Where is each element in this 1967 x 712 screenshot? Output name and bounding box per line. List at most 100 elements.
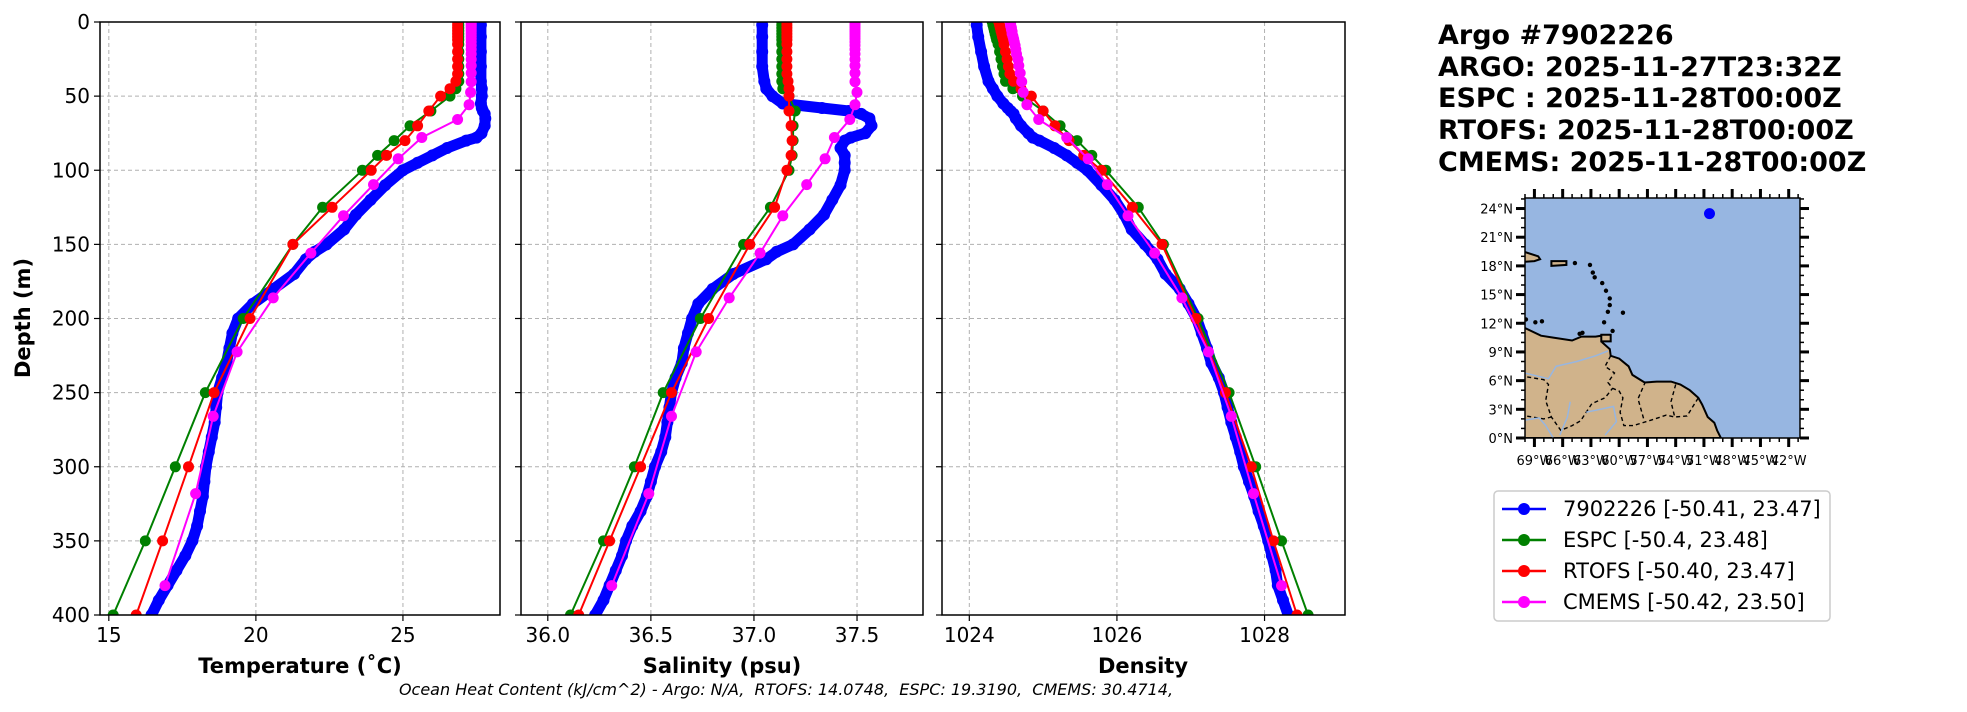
data-point-argo xyxy=(474,22,487,31)
data-point-espc xyxy=(1276,535,1287,547)
data-point-rtofs xyxy=(703,313,715,324)
data-point-argo xyxy=(859,127,872,140)
x-tick-label: 15 xyxy=(96,623,121,647)
x-tick-label: 36.5 xyxy=(629,623,674,647)
data-point-argo xyxy=(787,238,800,251)
y-tick-label: 100 xyxy=(52,158,90,182)
data-point-argo xyxy=(396,164,409,177)
data-point-rtofs xyxy=(1037,105,1049,117)
river xyxy=(1525,350,1609,380)
data-point-argo xyxy=(191,520,204,532)
data-point-argo xyxy=(470,131,483,144)
data-point-argo xyxy=(972,30,985,43)
country-border xyxy=(1604,355,1699,427)
map-lat-label: 12°N xyxy=(1480,317,1513,332)
legend-marker-rtofs xyxy=(1518,565,1530,577)
y-tick-label: 400 xyxy=(52,603,90,627)
legend-frame xyxy=(1493,490,1831,622)
data-point-argo xyxy=(426,149,439,162)
data-point-argo xyxy=(1048,142,1061,154)
island-land xyxy=(1605,309,1611,314)
data-point-argo xyxy=(1081,164,1094,177)
series-layer xyxy=(565,22,878,615)
data-point-rtofs xyxy=(769,201,781,213)
data-point-rtofs xyxy=(1291,609,1303,615)
data-point-argo xyxy=(441,142,454,154)
map-lon-label: 48°W xyxy=(1714,454,1750,469)
x-tick-label: 1028 xyxy=(1239,623,1290,647)
series-layer xyxy=(970,22,1314,615)
data-point-rtofs xyxy=(423,105,435,117)
series-rtofs xyxy=(573,22,798,615)
x-tick-label: 20 xyxy=(243,623,268,647)
legend-label-argo: 7902226 [-50.41, 23.47] xyxy=(1563,497,1821,521)
map-lon-label: 60°W xyxy=(1601,454,1637,469)
data-point-cmems xyxy=(1061,132,1073,143)
map-land-layer xyxy=(1525,251,1723,438)
data-point-argo xyxy=(978,60,991,73)
x-tick-label: 36.0 xyxy=(526,623,571,647)
data-point-rtofs xyxy=(157,535,169,547)
data-point-rtofs xyxy=(130,609,142,615)
data-point-argo xyxy=(838,164,851,177)
legend-entry-cmems: CMEMS [-50.42, 23.50] xyxy=(1502,590,1805,614)
data-point-argo xyxy=(826,193,839,206)
data-point-argo xyxy=(152,594,165,607)
island-land xyxy=(1601,320,1607,325)
data-point-argo xyxy=(179,549,192,562)
data-point-argo xyxy=(194,505,206,518)
data-point-argo xyxy=(474,30,487,43)
data-point-rtofs xyxy=(604,535,616,547)
data-point-espc xyxy=(372,149,384,161)
data-point-cmems xyxy=(643,488,655,500)
data-point-cmems xyxy=(851,86,863,98)
data-point-argo xyxy=(198,475,211,488)
data-point-cmems xyxy=(207,410,219,422)
legend-label-espc: ESPC [-50.4, 23.48] xyxy=(1563,528,1768,552)
data-point-argo xyxy=(1071,156,1084,169)
data-point-argo xyxy=(1033,134,1046,147)
data-point-argo xyxy=(320,238,333,251)
data-point-espc xyxy=(1071,135,1083,147)
map-lon-label: 54°W xyxy=(1658,454,1694,469)
data-point-cmems xyxy=(305,247,317,259)
data-point-argo xyxy=(170,564,183,577)
data-point-cmems xyxy=(844,114,856,125)
data-point-argo xyxy=(756,30,769,43)
data-point-argo xyxy=(970,22,983,31)
title-argo-time: ARGO: 2025-11-27T23:32Z xyxy=(1438,52,1842,83)
data-point-rtofs xyxy=(365,164,377,176)
location-map: 0°N 3°N 6°N 9°N 12°N 15°N 18°N 21°N 24°N 69°W66°W… xyxy=(1480,189,1809,469)
data-point-cmems xyxy=(1021,99,1033,111)
legend-entry-espc: ESPC [-50.4, 23.48] xyxy=(1502,528,1768,552)
data-point-cmems xyxy=(267,292,279,304)
data-point-cmems xyxy=(754,247,766,259)
data-point-rtofs xyxy=(287,238,299,250)
data-point-argo xyxy=(1277,594,1289,607)
map-lon-label: 57°W xyxy=(1629,454,1665,469)
x-tick-label: 1026 xyxy=(1091,623,1142,647)
data-point-cmems xyxy=(368,179,379,191)
data-point-espc xyxy=(565,609,576,615)
island-land xyxy=(1620,310,1626,315)
island-land xyxy=(1610,328,1615,334)
data-point-cmems xyxy=(190,488,202,500)
legend-label-cmems: CMEMS [-50.42, 23.50] xyxy=(1563,590,1805,614)
y-tick-label: 150 xyxy=(52,232,90,256)
data-point-cmems xyxy=(416,132,428,143)
salinity-panel: 36.0 36.5 37.0 37.5 xyxy=(515,21,924,647)
y-tick-label: 50 xyxy=(65,84,90,108)
legend: 7902226 [-50.41, 23.47] ESPC [-50.4, 23.… xyxy=(1493,490,1831,622)
map-lat-label: 24°N xyxy=(1480,203,1513,218)
data-point-cmems xyxy=(723,292,735,304)
figure-title: Argo #7902226 ARGO: 2025-11-27T23:32Z ES… xyxy=(1438,20,1866,178)
series-layer xyxy=(107,22,492,615)
map-frame xyxy=(1524,197,1801,439)
data-point-espc xyxy=(694,313,706,324)
legend-marker-argo xyxy=(1518,503,1530,515)
data-point-cmems xyxy=(1014,67,1026,79)
data-point-cmems xyxy=(463,99,475,111)
data-point-espc xyxy=(1302,609,1314,615)
data-point-argo xyxy=(474,45,487,58)
